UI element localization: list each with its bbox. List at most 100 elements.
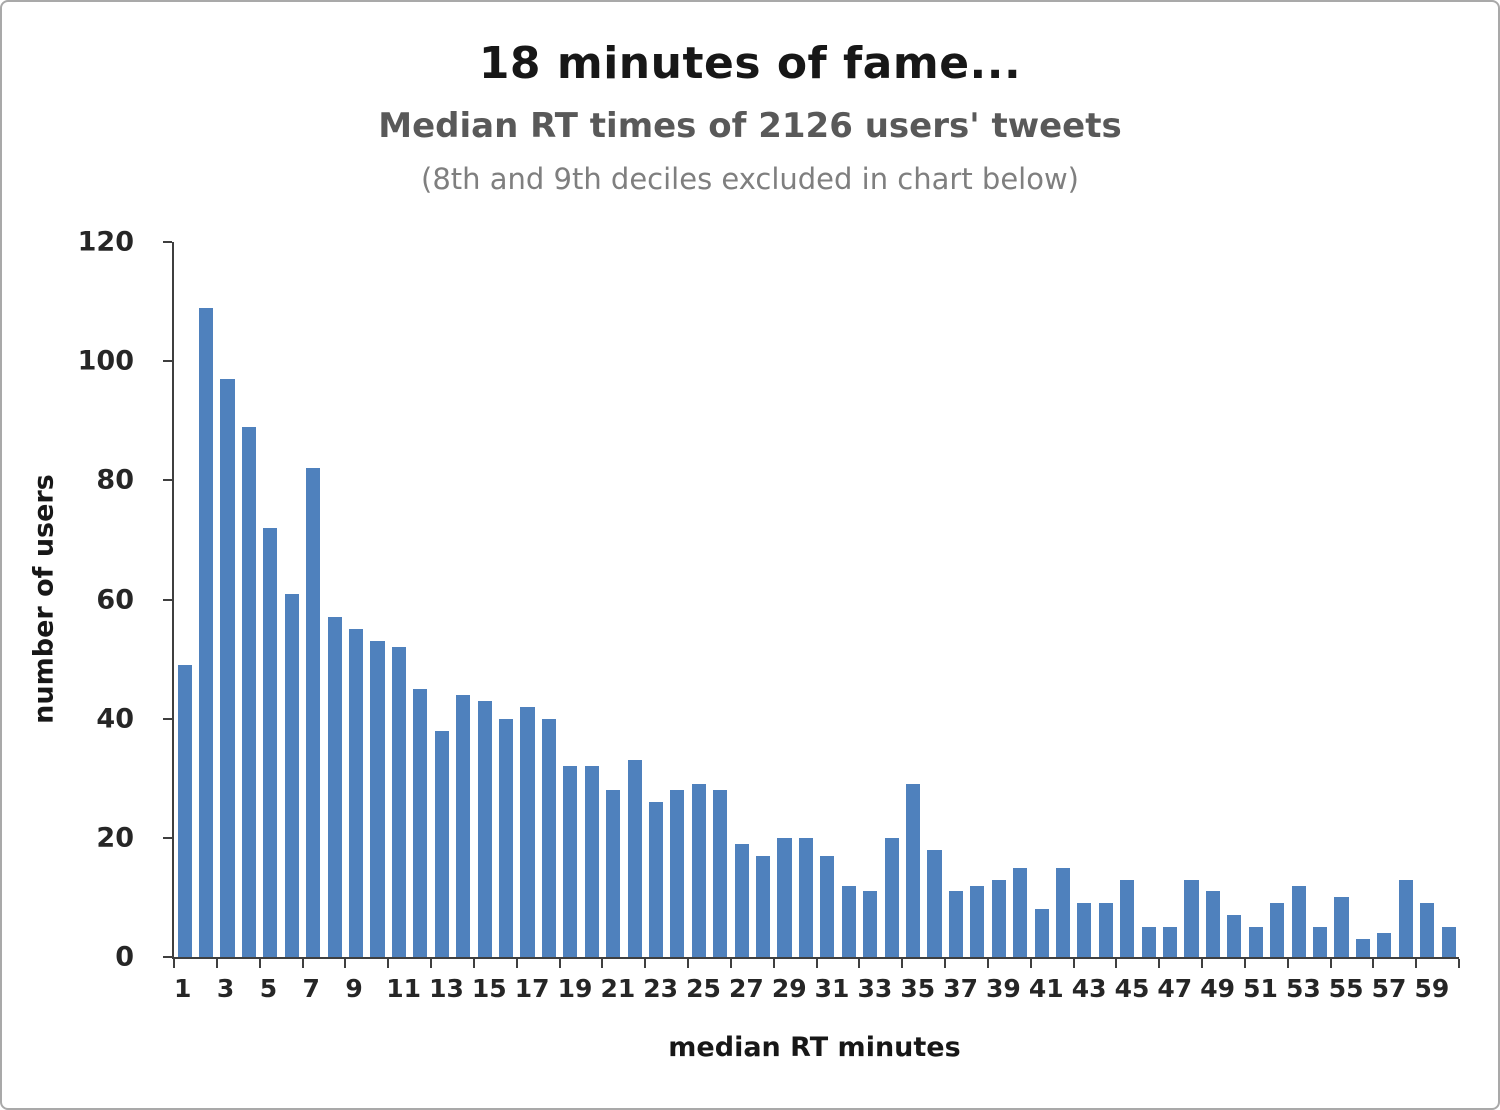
x-tick-label: 51: [1243, 974, 1278, 1003]
bar-slot: [1159, 242, 1180, 957]
bar-x25: [691, 784, 706, 957]
bar-slot: [195, 242, 216, 957]
x-tick-label: 57: [1371, 974, 1407, 1003]
bar-x31: [820, 855, 835, 957]
y-tick-label: 80: [96, 464, 134, 496]
bar-slot: [1267, 242, 1288, 957]
bar-x9: [349, 629, 364, 957]
bar-x58: [1398, 879, 1413, 957]
x-tick-mark: [1372, 959, 1375, 968]
bar-x44: [1098, 903, 1113, 957]
bar-x6: [284, 593, 299, 957]
bar-x60: [1441, 927, 1456, 957]
y-tick-mark: [163, 598, 172, 601]
chart-note: (8th and 9th deciles excluded in chart b…: [421, 162, 1079, 196]
x-axis-title: median RT minutes: [668, 1032, 961, 1063]
bar-slot: [1395, 242, 1416, 957]
bar-slot: [217, 242, 238, 957]
x-tick-label: 37: [943, 974, 978, 1003]
bar-x49: [1205, 891, 1221, 957]
bar-slot: [1416, 242, 1437, 957]
bar-x14: [456, 694, 471, 957]
x-tick-label: [622, 974, 643, 1003]
bar-slot: [388, 242, 409, 957]
y-axis-title: number of users: [28, 474, 60, 724]
x-tick-label: 1: [174, 974, 192, 1003]
y-tick-mark: [163, 241, 172, 243]
y-tick-mark: [163, 956, 172, 958]
y-tick-label: 60: [96, 584, 134, 615]
bar-slot: [1009, 242, 1030, 957]
x-tick-label: [1265, 974, 1286, 1003]
bar-x38: [970, 885, 985, 957]
bar-x51: [1248, 927, 1263, 957]
bar-slot: [838, 242, 859, 957]
x-tick-label: 3: [216, 974, 235, 1003]
x-tick-labels: 1 3 5 7 9 11 13 15 17 19 21 23 25 27 29 31 33 35 37 39 41 43 4…: [172, 974, 1457, 1003]
x-tick-label: 49: [1200, 974, 1236, 1003]
bars: [174, 242, 1459, 957]
x-tick-label: [236, 974, 257, 1003]
bar-x24: [670, 790, 685, 957]
x-tick-label: 11: [386, 974, 422, 1003]
bar-slot: [1331, 242, 1352, 957]
bar-x48: [1184, 879, 1199, 957]
bar-slot: [324, 242, 345, 957]
x-tick-label: [1007, 974, 1028, 1003]
x-tick-label: [1093, 974, 1114, 1003]
x-tick-label: 25: [686, 974, 721, 1003]
bar-x16: [498, 718, 514, 957]
x-tick-label: 9: [345, 974, 363, 1003]
bar-slot: [645, 242, 666, 957]
x-tick-label: [1436, 974, 1457, 1003]
x-tick-mark: [301, 959, 304, 968]
x-tick-label: [965, 974, 986, 1003]
bar-x21: [606, 790, 621, 957]
x-tick-mark: [1029, 959, 1032, 968]
x-tick-mark: [173, 959, 175, 968]
bar-slot: [581, 242, 602, 957]
bar-slot: [1288, 242, 1309, 957]
bar-slot: [452, 242, 473, 957]
bar-x40: [1013, 867, 1028, 957]
bar-slot: [1181, 242, 1202, 957]
x-tick-label: 29: [771, 974, 807, 1003]
bar-slot: [345, 242, 366, 957]
bar-slot: [881, 242, 902, 957]
bar-x55: [1334, 897, 1349, 957]
x-tick-mark: [1458, 959, 1460, 968]
x-tick-mark: [901, 959, 904, 968]
bar-slot: [1117, 242, 1138, 957]
x-tick-label: 59: [1414, 974, 1450, 1003]
bar-slot: [1095, 242, 1116, 957]
y-tick-label: 120: [77, 226, 134, 258]
bar-slot: [495, 242, 516, 957]
x-tick-label: [750, 974, 771, 1003]
bar-slot: [238, 242, 259, 957]
bar-x11: [391, 647, 406, 957]
bar-slot: [967, 242, 988, 957]
bar-slot: [710, 242, 731, 957]
bar-x53: [1291, 885, 1306, 957]
bar-x12: [413, 688, 428, 957]
x-tick-mark: [515, 959, 518, 968]
x-tick-label: [793, 974, 814, 1003]
x-tick-label: [708, 974, 729, 1003]
x-tick-label: 23: [643, 974, 679, 1003]
x-tick-label: 17: [514, 974, 550, 1003]
bar-slot: [560, 242, 581, 957]
bar-x13: [434, 730, 449, 957]
bar-x4: [241, 426, 257, 957]
bar-x32: [841, 885, 856, 957]
bar-slot: [517, 242, 538, 957]
bar-slot: [1224, 242, 1245, 957]
x-tick-label: [450, 974, 471, 1003]
x-tick-label: 45: [1114, 974, 1150, 1003]
y-tick-mark: [163, 717, 172, 720]
x-tick-label: 47: [1157, 974, 1193, 1003]
bar-slot: [1052, 242, 1073, 957]
x-tick-mark: [1072, 959, 1075, 968]
x-tick-label: 53: [1285, 974, 1321, 1003]
bar-slot: [688, 242, 709, 957]
bar-x39: [991, 879, 1006, 957]
